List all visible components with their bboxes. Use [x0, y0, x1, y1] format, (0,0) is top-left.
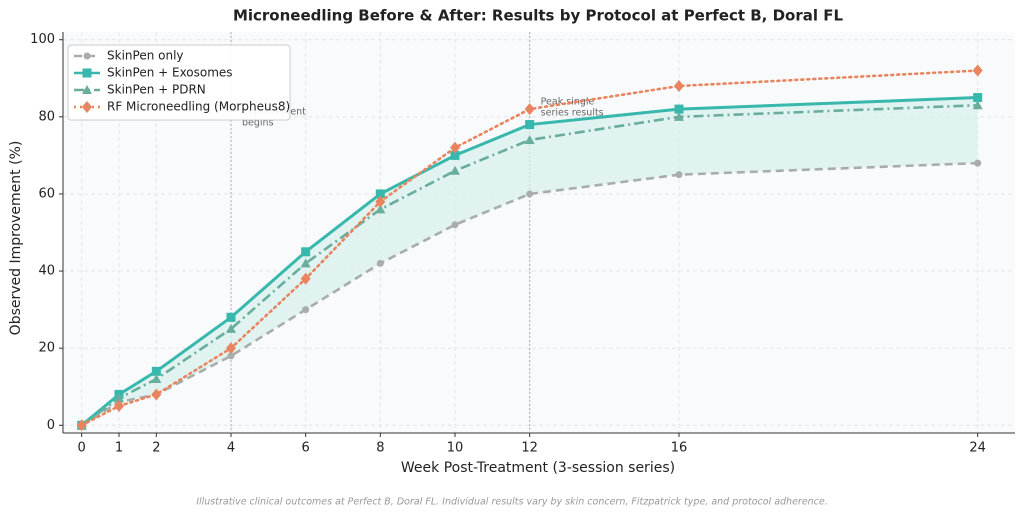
marker [674, 111, 684, 121]
x-tick-label: 2 [152, 441, 160, 456]
marker [526, 190, 534, 198]
marker [375, 204, 386, 214]
y-tick-label: 20 [38, 341, 55, 356]
marker [450, 150, 460, 160]
y-tick-label: 60 [38, 186, 55, 201]
legend-marker [83, 52, 91, 60]
marker [300, 258, 311, 268]
marker [972, 64, 983, 77]
fill-between [81, 97, 978, 426]
x-tick-label: 4 [227, 441, 235, 456]
marker [226, 312, 236, 322]
marker [674, 104, 684, 114]
marker [451, 221, 459, 229]
annotation-text: Peak single [541, 97, 595, 108]
legend-box [67, 44, 291, 121]
x-tick-label: 12 [521, 441, 538, 456]
y-tick-label: 100 [30, 32, 55, 47]
y-tick-label: 80 [38, 109, 55, 124]
marker [302, 306, 310, 314]
marker [226, 342, 236, 355]
chart-title: Microneedling Before & After: Results by… [233, 7, 844, 25]
marker [226, 323, 236, 333]
marker [375, 189, 385, 199]
marker [972, 100, 983, 110]
marker [525, 120, 535, 130]
x-tick-label: 24 [969, 441, 986, 456]
marker [227, 352, 235, 360]
marker [76, 419, 87, 432]
marker [151, 366, 161, 376]
annotation-text: series results [541, 108, 604, 119]
marker [375, 195, 386, 208]
legend: SkinPen only SkinPen + Exosomes SkinPen + … [67, 44, 291, 121]
marker [301, 247, 311, 257]
marker [114, 400, 124, 413]
marker [674, 79, 684, 92]
marker [973, 93, 983, 103]
marker [151, 388, 162, 401]
x-axis-label: Week Post-Treatment (3-session series) [401, 460, 675, 476]
x-tick-label: 1 [115, 441, 123, 456]
y-tick-label: 40 [38, 264, 55, 279]
series-line [80, 103, 978, 427]
marker [524, 103, 535, 116]
annotation-text: begins [242, 118, 274, 129]
marker [974, 159, 982, 167]
marker [300, 272, 311, 285]
y-tick-label: 0 [47, 418, 55, 433]
x-tick-label: 16 [671, 441, 688, 456]
series-line [80, 96, 978, 427]
legend-marker [82, 85, 92, 94]
legend-marker [82, 68, 92, 78]
marker [524, 134, 535, 144]
legend-label: SkinPen only [107, 49, 184, 63]
marker [151, 374, 162, 384]
legend-marker [82, 101, 92, 113]
marker [450, 141, 460, 154]
marker [675, 171, 683, 179]
footnote: Illustrative clinical outcomes at Perfec… [196, 497, 828, 508]
y-axis-label: Observed Improvement (%) [8, 141, 24, 336]
series-line [80, 69, 979, 427]
marker [376, 259, 384, 267]
legend-label: RF Microneedling (Morpheus8) [107, 100, 290, 114]
x-tick-label: 8 [376, 441, 384, 456]
x-tick-label: 0 [78, 441, 86, 456]
marker [114, 393, 124, 403]
legend-label: SkinPen + Exosomes [107, 66, 233, 80]
x-tick-label: 10 [447, 441, 464, 456]
legend-label: SkinPen + PDRN [107, 83, 206, 97]
marker [450, 165, 460, 175]
x-tick-label: 6 [302, 441, 310, 456]
